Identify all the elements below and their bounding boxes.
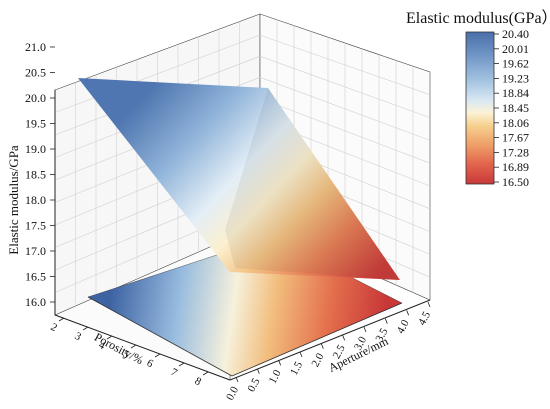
y-tick-group: 0.0 0.5 1.0 1.5 2.0 2.5 3.0 3.5 4.0 4.5	[224, 301, 433, 402]
z-tick-label: 19.5	[25, 117, 46, 131]
y-tick-mark	[299, 351, 303, 358]
colorbar-tick-label: 18.84	[502, 86, 529, 100]
y-tick-mark	[363, 326, 367, 333]
y-tick-label: 2.0	[309, 351, 326, 369]
x-tick-label: 3	[73, 330, 84, 343]
floor-edge	[231, 302, 403, 377]
y-tick-mark	[406, 310, 410, 316]
colorbar-tick-label: 19.62	[502, 57, 529, 71]
colorbar-tick-label: 16.89	[502, 160, 529, 174]
floor-edge	[87, 296, 233, 377]
z-tick-label: 17.5	[25, 219, 46, 233]
y-tick-mark	[427, 301, 431, 308]
colorbar-tick-label: 18.06	[502, 116, 529, 130]
colorbar-tick-label: 20.40	[502, 27, 529, 41]
z-tick-label: 20.5	[25, 66, 46, 80]
z-tick-label: 20.0	[25, 91, 46, 105]
z-tick-label: 17.0	[25, 244, 46, 258]
colorbar	[465, 31, 495, 185]
y-tick-label: 4.0	[395, 318, 412, 336]
x-tick-mark	[130, 344, 137, 349]
z-tick-label: 18.5	[25, 168, 46, 182]
x-tick-label: 5	[121, 348, 132, 361]
y-tick-label: 0.5	[245, 376, 262, 394]
y-tick-label: 1.0	[267, 368, 284, 386]
x-tick-mark	[82, 326, 89, 331]
colorbar-tick-label: 16.50	[502, 175, 529, 189]
y-axis-line	[229, 299, 431, 381]
z-tick-label: 21.0	[25, 40, 46, 54]
surface-shade	[225, 88, 400, 280]
colorbar-tick-label: 17.67	[502, 131, 529, 145]
y-tick-mark	[256, 368, 260, 374]
x-tick-label: 4	[97, 339, 108, 352]
colorbar-tick-label: 17.28	[502, 145, 529, 159]
z-tick-label: 18.0	[25, 193, 46, 207]
x-tick-mark	[178, 362, 185, 367]
z-tick-label: 16.5	[25, 270, 46, 284]
colorbar-title: Elastic modulus(GPa）	[406, 9, 550, 27]
surface-main	[78, 78, 400, 280]
x-tick-label: 8	[193, 375, 204, 388]
y-tick-label: 0.0	[224, 384, 241, 402]
x-axis-line	[54, 314, 231, 381]
x-tick-label: 7	[169, 366, 180, 379]
y-tick-mark	[320, 343, 324, 349]
z-tick-group: 16.0 16.5 17.0 17.5 18.0 18.5 19.0 19.5 20.0 20.5…	[25, 40, 55, 309]
colorbar-tick-label: 18.45	[502, 101, 529, 115]
y-tick-mark	[235, 376, 239, 383]
y-tick-label: 3.5	[373, 326, 390, 344]
x-tick-mark	[154, 353, 161, 358]
y-tick-label: 4.5	[416, 309, 433, 327]
x-tick-mark	[202, 371, 209, 376]
y-tick-label: 2.5	[331, 343, 348, 361]
y-tick-label: 3.0	[352, 334, 369, 352]
z-tick-label: 16.0	[25, 295, 46, 309]
x-tick-label: 6	[145, 357, 156, 370]
z-tick-label: 19.0	[25, 142, 46, 156]
x-tick-mark	[58, 317, 65, 322]
x-tick-mark	[106, 335, 113, 340]
colorbar-tick-label: 19.23	[502, 71, 529, 85]
y-tick-label: 1.5	[288, 359, 305, 377]
y-tick-mark	[384, 318, 388, 324]
colorbar-tick-label: 20.01	[502, 42, 529, 56]
y-tick-mark	[342, 335, 346, 341]
y-tick-mark	[278, 360, 282, 366]
x-tick-label: 2	[49, 321, 59, 334]
colorbar-tick-group: 20.4020.0119.6219.2318.8418.4518.0617.67…	[494, 27, 529, 189]
z-axis-label: Elastic modulus/GPa	[6, 145, 21, 255]
